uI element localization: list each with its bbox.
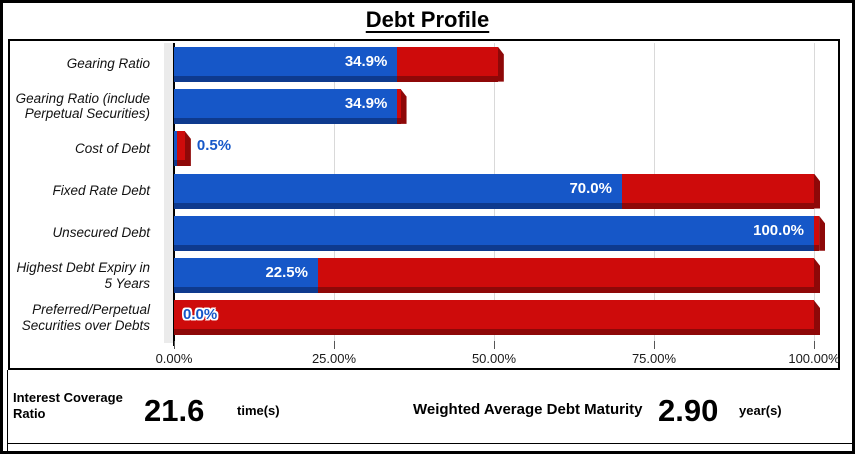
bar-segment-red [814,215,820,251]
category-label: Gearing Ratio (include Perpetual Securit… [15,90,150,122]
bar-segment-red [397,46,498,82]
interest-coverage-ratio-value: 21.6 [144,393,205,428]
bar-end-cap [814,258,820,294]
category-label: Gearing Ratio [66,56,150,72]
bar-value-label: 22.5% [265,264,308,282]
bar-end-cap [400,88,407,124]
category-label: Highest Debt Expiry in 5 Years [16,259,150,291]
bar-segment-red [318,258,814,294]
bar-row: 22.5% [174,258,820,294]
bar-value-label: 100.0% [753,221,804,239]
bar-end-cap [814,173,820,209]
weighted-avg-debt-maturity-label: Weighted Average Debt Maturity [413,401,643,418]
footer-divider-line [7,443,852,444]
bar-segment-red [622,173,814,209]
bar-value-label: 34.9% [344,52,388,70]
x-axis-tick [813,341,815,349]
bar-segment-red [174,300,814,336]
bar-row: 70.0% [174,173,820,209]
weighted-avg-debt-maturity-unit: year(s) [739,403,782,418]
x-axis-tick-label: 50.00% [471,351,517,366]
bar-segment-blue [174,215,814,251]
summary-stats: Interest Coverage Ratio 21.6 time(s) Wei… [3,370,852,451]
x-axis-tick-label: 0.00% [155,351,193,366]
category-label: Preferred/Perpetual Securities over Debt… [21,301,150,333]
bar-segment-blue [174,131,178,167]
bar-value-label: 0.5% [196,137,232,155]
bar-value-label: 34.9% [344,94,388,112]
bar-segment-blue [174,173,622,209]
bar-segment-red [397,88,401,124]
bar-end-cap [497,46,504,82]
bar-row: 34.9% [174,88,814,124]
bar-segment-blue [174,88,398,124]
bar-end-cap [819,215,826,251]
x-axis-tick [173,341,175,349]
plot-area: 34.9% 34.9% 0.5% 70.0% 100.0% 22.5% 0.0% 0.00% 2… [156,43,840,366]
footer-left-border [7,370,8,451]
x-axis-tick [653,341,655,349]
x-axis-tick-label: 100.00% [788,351,840,366]
chart-3d-wall [164,43,174,343]
bar-value-label: 0.0% [183,306,218,324]
bar-end-cap [184,131,191,167]
category-label: Unsecured Debt [52,225,150,241]
x-axis-tick [333,341,335,349]
bar-segment-red [177,131,185,167]
bar-row: 0.0% [174,300,820,336]
category-label: Fixed Rate Debt [52,183,150,199]
bar-row: 0.5% [174,131,814,167]
interest-coverage-ratio-label: Interest Coverage Ratio [13,390,123,422]
bar-value-label: 70.0% [569,179,612,197]
interest-coverage-ratio-unit: time(s) [237,403,280,418]
x-axis-tick-label: 25.00% [311,351,357,366]
category-axis: Gearing Ratio Gearing Ratio (include Perp… [10,43,162,339]
chart-area: Gearing Ratio Gearing Ratio (include Perp… [8,39,840,370]
x-axis-tick [493,341,495,349]
weighted-avg-debt-maturity-value: 2.90 [658,393,719,428]
bar-row: 34.9% [174,46,814,82]
bar-row: 100.0% [174,215,826,251]
bar-end-cap [814,300,820,336]
category-label: Cost of Debt [74,140,150,156]
page-title: Debt Profile [365,7,490,32]
bar-segment-blue [174,258,318,294]
x-axis-tick-label: 75.00% [631,351,677,366]
bar-segment-blue [174,46,398,82]
